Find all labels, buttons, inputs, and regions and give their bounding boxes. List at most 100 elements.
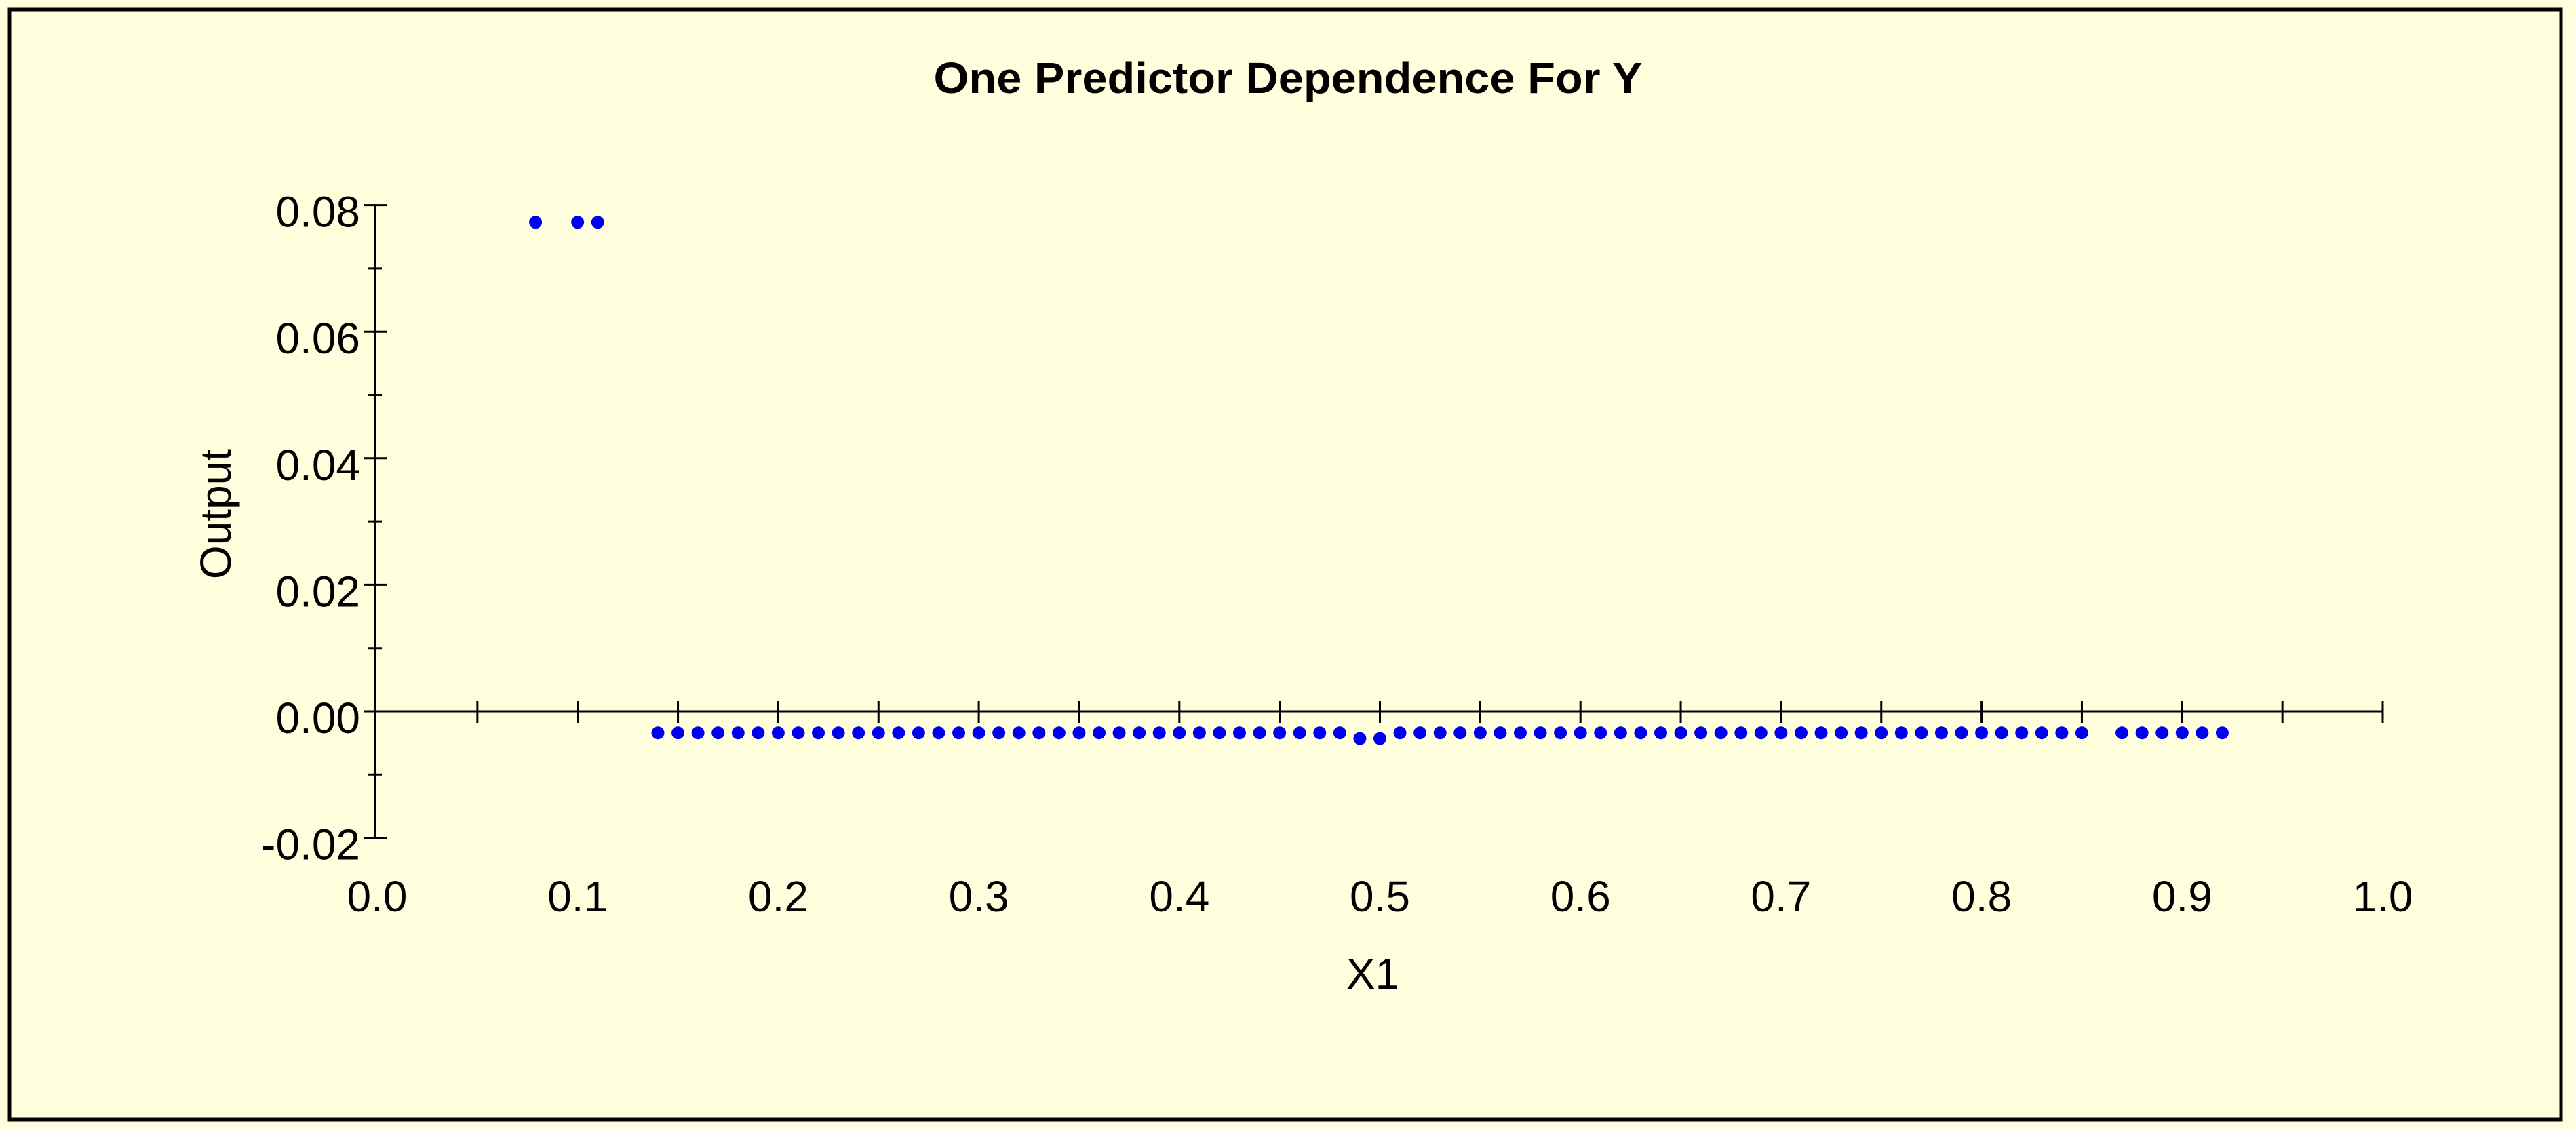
data-point xyxy=(1995,726,2008,740)
plot-frame-border xyxy=(7,7,2563,1122)
x-tick-label: 0.2 xyxy=(748,872,808,921)
data-point xyxy=(872,726,885,740)
data-point xyxy=(1494,726,1507,740)
data-point xyxy=(1433,726,1447,740)
x-ticks xyxy=(476,701,2384,723)
data-point xyxy=(1774,726,1788,740)
data-point xyxy=(2115,726,2129,740)
data-point xyxy=(992,726,1006,740)
data-point xyxy=(671,726,685,740)
y-axis-title: Output xyxy=(191,449,240,579)
data-point xyxy=(1614,726,1627,740)
y-tick-label: 0.08 xyxy=(275,188,360,237)
data-point xyxy=(1313,726,1327,740)
data-point xyxy=(1594,726,1607,740)
x-tick-label: 1.0 xyxy=(2353,872,2413,921)
data-point xyxy=(1754,726,1768,740)
data-point xyxy=(2215,726,2229,740)
x-tick-label: 0.4 xyxy=(1149,872,1209,921)
data-point xyxy=(952,726,966,740)
y-major-ticks xyxy=(364,204,387,839)
data-point xyxy=(932,726,945,740)
data-point xyxy=(1012,726,1026,740)
data-point xyxy=(651,726,665,740)
x-tick-label: 0.5 xyxy=(1350,872,1410,921)
data-point xyxy=(1173,726,1186,740)
data-point xyxy=(1955,726,1968,740)
data-point xyxy=(2175,726,2189,740)
data-point xyxy=(1333,726,1346,740)
x-tick-label: 0.8 xyxy=(1951,872,2012,921)
data-point xyxy=(1534,726,1547,740)
data-point xyxy=(2155,726,2169,740)
data-point xyxy=(1894,726,1908,740)
data-point xyxy=(2196,726,2209,740)
data-point xyxy=(1875,726,1888,740)
data-point xyxy=(852,726,865,740)
data-point xyxy=(912,726,925,740)
data-point xyxy=(812,726,825,740)
data-point xyxy=(972,726,985,740)
x-tick-label: 0.7 xyxy=(1751,872,1811,921)
y-tick-label: 0.04 xyxy=(275,441,360,490)
data-point xyxy=(1654,726,1667,740)
y-tick-labels: 0.08 0.06 0.04 0.02 0.00 -0.02 xyxy=(261,188,360,869)
data-point xyxy=(2135,726,2149,740)
data-point xyxy=(1233,726,1247,740)
data-points xyxy=(529,216,2229,745)
y-tick-label: 0.02 xyxy=(275,567,360,616)
data-point xyxy=(1373,732,1386,745)
data-point xyxy=(731,726,745,740)
data-point xyxy=(1975,726,1989,740)
data-point xyxy=(1554,726,1567,740)
data-point xyxy=(1634,726,1647,740)
data-point xyxy=(1513,726,1527,740)
data-point xyxy=(1794,726,1808,740)
data-point xyxy=(792,726,805,740)
data-point xyxy=(1814,726,1828,740)
data-point xyxy=(2055,726,2069,740)
data-point xyxy=(1714,726,1728,740)
data-point xyxy=(1093,726,1106,740)
data-point xyxy=(2015,726,2029,740)
data-point xyxy=(1694,726,1708,740)
data-point xyxy=(1473,726,1487,740)
data-point xyxy=(691,726,705,740)
x-tick-labels: 0.0 0.1 0.2 0.3 0.4 0.5 0.6 0.7 0.8 0.9 1.0 xyxy=(347,872,2413,921)
data-point xyxy=(1835,726,1848,740)
data-point xyxy=(752,726,765,740)
x-tick-label: 0.1 xyxy=(547,872,608,921)
data-point xyxy=(771,726,785,740)
data-point xyxy=(1273,726,1287,740)
data-point xyxy=(529,216,543,229)
data-point xyxy=(1734,726,1748,740)
chart-title: One Predictor Dependence For Y xyxy=(934,54,1643,102)
data-point xyxy=(1854,726,1868,740)
data-point xyxy=(1934,726,1948,740)
data-point xyxy=(1213,726,1226,740)
data-point xyxy=(591,216,604,229)
data-point xyxy=(1152,726,1166,740)
data-point xyxy=(1353,732,1367,745)
data-point xyxy=(1453,726,1467,740)
data-point xyxy=(1574,726,1587,740)
data-point xyxy=(1112,726,1126,740)
data-point xyxy=(1192,726,1206,740)
data-point xyxy=(1253,726,1266,740)
x-axis-title: X1 xyxy=(1346,949,1399,998)
y-tick-label: 0.06 xyxy=(275,314,360,363)
data-point xyxy=(1052,726,1066,740)
data-point xyxy=(1133,726,1146,740)
x-tick-label: 0.9 xyxy=(2152,872,2212,921)
data-point xyxy=(1393,726,1407,740)
data-point xyxy=(1674,726,1687,740)
data-point xyxy=(711,726,725,740)
x-tick-label: 0.3 xyxy=(949,872,1009,921)
x-tick-label: 0.0 xyxy=(347,872,408,921)
data-point xyxy=(1032,726,1046,740)
y-tick-label: 0.00 xyxy=(275,694,360,742)
data-point xyxy=(1293,726,1306,740)
data-point xyxy=(2075,726,2088,740)
data-point xyxy=(2035,726,2048,740)
